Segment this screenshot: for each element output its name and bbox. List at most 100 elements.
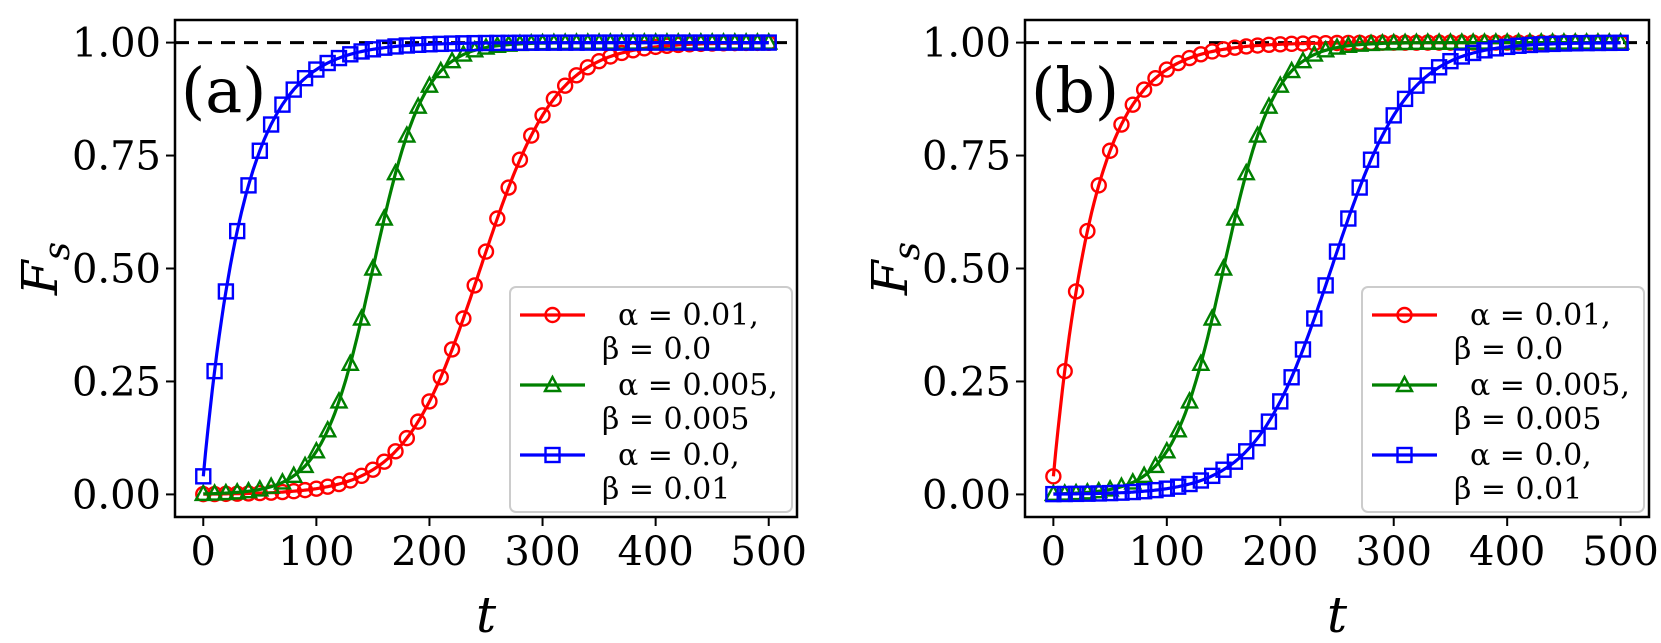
data-point-triangle: [386, 162, 406, 181]
data-point-circle: [523, 127, 540, 144]
y-tick-label: 0.00: [922, 472, 1011, 518]
data-point-square: [1589, 34, 1607, 52]
data-point-square: [1317, 277, 1334, 294]
data-point-square: [217, 283, 235, 300]
data-point-square: [387, 38, 404, 55]
plot-area: [1043, 32, 1631, 503]
y-tick-label: 0.75: [72, 134, 161, 180]
data-point-circle: [489, 210, 506, 227]
data-point-square: [1567, 35, 1584, 52]
data-point-triangle: [1145, 455, 1165, 474]
data-point-square: [376, 39, 393, 56]
data-point-square: [1396, 90, 1414, 108]
data-point-square: [489, 34, 506, 52]
data-point-circle: [1306, 35, 1323, 52]
x-tick-label: 200: [391, 529, 467, 575]
data-point-square: [534, 34, 551, 51]
data-point-triangle: [193, 483, 213, 502]
data-point-square: [353, 43, 370, 60]
data-point-circle: [296, 481, 314, 499]
legend-label-line1: α = 0.0,: [618, 438, 740, 473]
data-point-triangle: [340, 353, 360, 372]
data-point-triangle: [284, 465, 304, 484]
data-point-circle: [1181, 49, 1198, 67]
data-point-square: [1578, 34, 1595, 52]
data-point-square: [1272, 393, 1289, 410]
data-point-square: [274, 96, 291, 113]
data-point-circle: [1135, 81, 1153, 98]
x-tick-label: 300: [504, 529, 580, 575]
data-point-triangle: [1248, 125, 1268, 143]
panel-label: (b): [1031, 54, 1119, 127]
data-point-triangle: [250, 478, 270, 497]
data-point-circle: [1294, 35, 1312, 52]
data-point-square: [658, 34, 676, 51]
legend-label-line1: α = 0.005,: [1470, 368, 1630, 403]
panel-a: 0 100 200 300 400 500 0.00 0.25 0.50 0.75 1.00 t Fs (…: [11, 18, 807, 643]
legend-marker-circle: [1396, 306, 1413, 324]
data-point-square: [1135, 483, 1153, 500]
data-point-square: [409, 36, 427, 54]
data-point-triangle: [1282, 60, 1302, 79]
x-tick-label: 300: [1356, 529, 1432, 575]
data-point-square: [1408, 77, 1425, 94]
data-point-square: [681, 34, 698, 51]
legend-marker-square: [1396, 446, 1413, 464]
data-point-square: [1362, 151, 1380, 168]
x-tick-label: 500: [1582, 529, 1658, 575]
data-point-circle: [1215, 41, 1232, 58]
legend-label-line1: α = 0.0,: [1470, 438, 1592, 473]
data-point-triangle: [1350, 34, 1370, 52]
y-tick-label: 1.00: [72, 21, 161, 67]
data-point-triangle: [1429, 32, 1449, 50]
legend-label-line1: α = 0.01,: [1470, 298, 1611, 333]
x-axis-title: t: [1327, 586, 1348, 643]
y-axis-title-main: F: [11, 258, 69, 296]
data-point-square: [262, 116, 280, 133]
data-point-square: [1464, 44, 1482, 62]
data-point-circle: [1249, 37, 1266, 54]
data-point-square: [1510, 37, 1527, 54]
data-point-square: [195, 468, 212, 485]
data-point-circle: [1124, 96, 1141, 113]
data-point-square: [1498, 38, 1516, 56]
data-point-square: [1374, 127, 1391, 144]
legend-label-line2: β = 0.0: [602, 332, 711, 367]
data-point-circle: [477, 243, 495, 260]
data-point-triangle: [431, 60, 451, 79]
data-point-square: [443, 35, 461, 52]
data-point-square: [1056, 485, 1073, 503]
data-point-square: [1351, 179, 1368, 196]
y-axis-title-main: F: [861, 258, 919, 296]
data-point-square: [330, 49, 348, 67]
y-tick-label: 0.25: [72, 359, 161, 405]
data-point-triangle: [1316, 39, 1336, 58]
data-point-circle: [568, 67, 585, 84]
data-point-circle: [511, 151, 529, 168]
data-point-triangle: [1134, 465, 1154, 484]
data-point-circle: [432, 369, 449, 386]
data-point-square: [432, 35, 449, 53]
data-point-square: [624, 34, 642, 51]
y-axis-title-subscript: s: [37, 242, 78, 260]
data-point-circle: [319, 478, 336, 495]
legend-label-line1: α = 0.01,: [618, 298, 759, 333]
data-point-circle: [398, 429, 416, 447]
data-point-triangle: [1372, 32, 1392, 51]
data-point-square: [556, 34, 574, 51]
data-point-circle: [1203, 43, 1221, 60]
data-point-square: [1124, 483, 1141, 501]
data-point-square: [477, 34, 495, 52]
data-point-square: [613, 34, 630, 51]
y-tick-label: 0.25: [922, 359, 1011, 405]
data-point-circle: [443, 341, 461, 358]
data-point-triangle: [374, 207, 394, 226]
y-axis-title-subscript: s: [887, 242, 928, 260]
data-point-triangle: [1440, 32, 1460, 50]
data-point-triangle: [329, 390, 349, 409]
panel-label: (a): [181, 54, 266, 127]
data-point-square: [1306, 310, 1323, 327]
data-point-triangle: [1225, 207, 1245, 226]
